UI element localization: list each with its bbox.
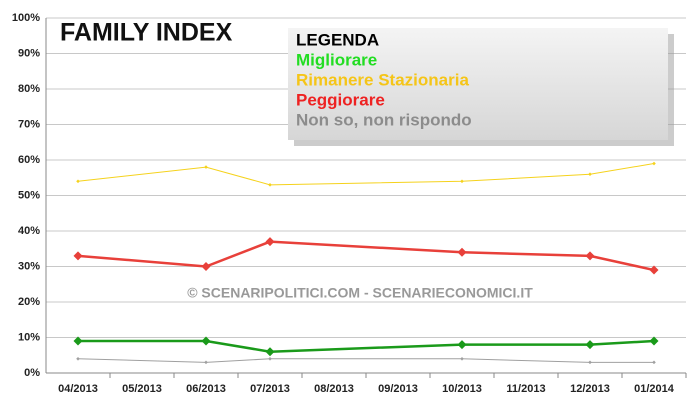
y-tick-label: 70% xyxy=(18,118,40,130)
y-tick-label: 100% xyxy=(12,12,40,24)
data-point xyxy=(457,340,467,350)
legend-entry: Migliorare xyxy=(296,50,377,69)
data-point xyxy=(204,165,208,169)
y-tick-label: 60% xyxy=(18,154,40,166)
data-point xyxy=(460,179,464,184)
data-point xyxy=(265,237,275,247)
x-tick-label: 07/2013 xyxy=(250,383,290,395)
x-tick-label: 10/2013 xyxy=(442,383,482,395)
data-point xyxy=(460,357,464,361)
series-line xyxy=(77,163,655,186)
data-point xyxy=(265,347,275,357)
y-tick-label: 0% xyxy=(24,367,40,379)
y-tick-label: 30% xyxy=(18,260,40,272)
y-tick-label: 80% xyxy=(18,83,40,95)
data-point xyxy=(201,336,211,346)
data-point xyxy=(268,183,272,187)
watermark: © SCENARIPOLITICI.COM - SCENARIECONOMICI… xyxy=(187,285,533,301)
plot xyxy=(73,161,659,365)
x-tick-label: 11/2013 xyxy=(506,383,545,395)
data-point xyxy=(649,265,659,275)
data-point xyxy=(73,336,83,346)
data-point xyxy=(268,357,272,361)
x-tick-label: 08/2013 xyxy=(314,383,354,395)
data-point xyxy=(76,357,80,361)
grid: 0% 10% 20% 30% 40% 50% 60% 70% 80% 90% 100% 04/2013… xyxy=(12,12,687,395)
data-point xyxy=(201,262,211,271)
series-line xyxy=(77,240,655,272)
data-point xyxy=(588,172,592,176)
x-tick-label: 06/2013 xyxy=(186,383,226,395)
legend-entry: Peggiorare xyxy=(296,90,385,109)
legend-title: LEGENDA xyxy=(296,30,379,49)
y-tick-label: 40% xyxy=(18,225,40,237)
data-point xyxy=(73,251,83,261)
x-tick-label: 04/2013 xyxy=(58,383,98,395)
data-point xyxy=(585,251,595,261)
data-point xyxy=(585,340,595,350)
legend-box xyxy=(288,28,668,140)
series-line xyxy=(78,339,655,353)
x-tick-label: 12/2013 xyxy=(570,383,610,395)
series-line xyxy=(77,358,654,363)
data-point xyxy=(76,179,80,184)
y-tick-label: 90% xyxy=(18,47,40,59)
x-tick-label: 09/2013 xyxy=(378,383,418,395)
y-tick-label: 50% xyxy=(18,189,40,201)
y-tick-label: 20% xyxy=(18,296,40,308)
data-point xyxy=(204,360,208,365)
data-point xyxy=(649,336,659,346)
chart-title: FAMILY INDEX xyxy=(60,19,233,47)
data-point xyxy=(588,360,592,365)
data-point xyxy=(652,360,656,365)
legend-entry: Non so, non rispondo xyxy=(296,110,472,129)
x-tick-label: 05/2013 xyxy=(122,383,162,395)
legend-entry: Rimanere Stazionaria xyxy=(296,70,469,89)
x-tick-label: 01/2014 xyxy=(634,383,675,395)
y-tick-label: 10% xyxy=(18,331,40,343)
data-point xyxy=(652,161,656,166)
data-point xyxy=(457,247,467,257)
